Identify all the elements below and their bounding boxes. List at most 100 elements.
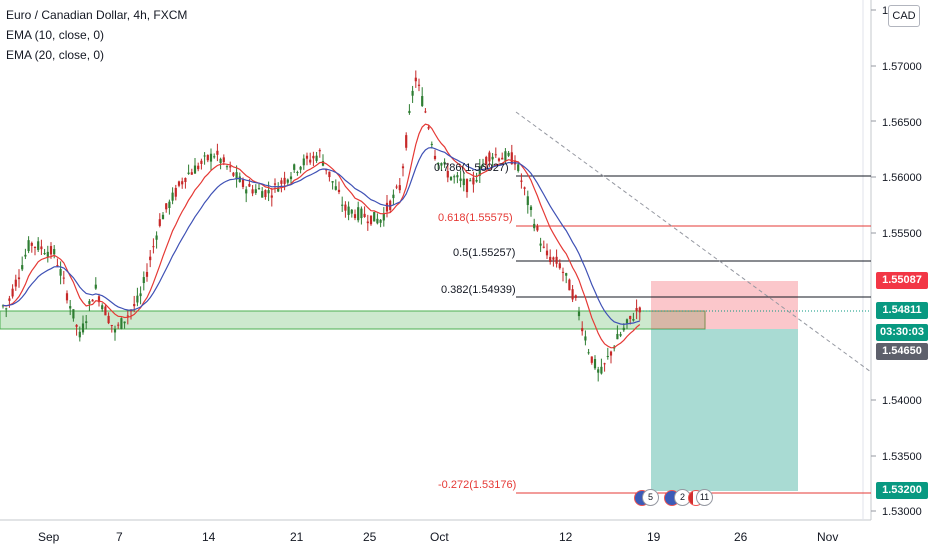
candle-body (97, 296, 101, 303)
candle-body (177, 181, 181, 186)
candle-body (78, 331, 81, 338)
candle-body (312, 155, 315, 159)
candle-body (248, 183, 251, 187)
candle-body (113, 328, 117, 333)
candle-body (273, 183, 277, 185)
candle-body (139, 293, 142, 297)
candle-body (414, 77, 417, 82)
candle-body (254, 189, 257, 193)
candle-body (433, 155, 437, 160)
candle-body (411, 90, 414, 96)
candle-body (622, 327, 625, 331)
date-label-19: 19 (647, 530, 661, 544)
ema10-legend[interactable]: EMA (10, close, 0) (6, 28, 105, 42)
fib-level-0786[interactable]: 0.786(1.56027) (434, 162, 509, 174)
candle-body (347, 206, 350, 215)
candle-body (277, 187, 280, 192)
candle-body (501, 157, 504, 160)
candle-body (219, 158, 222, 163)
candle-body (43, 252, 46, 255)
candle-body (261, 191, 264, 198)
candle-body (539, 243, 542, 246)
candle-body (520, 180, 523, 182)
candle-body (296, 172, 299, 174)
candle-body (11, 288, 14, 297)
price-label-5: 1.54000 (882, 395, 922, 407)
candle-body (75, 324, 78, 327)
candle-body (91, 299, 94, 302)
candle-body (421, 96, 424, 106)
candle-body (59, 269, 62, 276)
candle-body (373, 212, 376, 222)
candle-body (302, 158, 305, 166)
candle-body (286, 179, 289, 183)
candle-body (606, 356, 609, 358)
candle-body (37, 241, 40, 250)
candle-body (632, 318, 635, 321)
candle-body (53, 249, 56, 255)
candle-body (257, 188, 261, 190)
currency-button[interactable]: CAD (888, 5, 920, 27)
candle-body (472, 177, 475, 185)
candle-body (88, 301, 91, 304)
candle-body (309, 159, 312, 163)
candle-body (85, 321, 88, 324)
candle-body (107, 315, 110, 324)
symbol-title[interactable]: Euro / Canadian Dollar, 4h, FXCM (6, 8, 188, 22)
candle-body (478, 166, 481, 176)
support-zone (0, 310, 706, 330)
fib-level-0618[interactable]: 0.618(1.55575) (438, 212, 513, 224)
candle-body (174, 187, 177, 197)
candle-body (395, 186, 398, 188)
ema20-legend[interactable]: EMA (20, close, 0) (6, 48, 105, 62)
candle-body (469, 180, 472, 182)
candle-body (171, 192, 174, 201)
price-label-7: 1.53000 (882, 506, 922, 518)
fib-level-05[interactable]: 0.5(1.55257) (453, 247, 516, 259)
candle-body (360, 208, 363, 219)
candle-body (245, 189, 248, 194)
candle-body (203, 155, 206, 157)
candle-body (533, 223, 536, 229)
candle-body (536, 226, 539, 231)
candle-body (62, 277, 65, 279)
candle-body (14, 279, 17, 287)
candle-body (56, 265, 59, 267)
date-label-14: 14 (202, 530, 216, 544)
candle-body (510, 152, 513, 165)
candle-body (238, 176, 241, 183)
candle-body (379, 219, 382, 223)
candle-body (209, 153, 213, 162)
event-count-badge[interactable]: 5 (642, 489, 659, 506)
candle-body (165, 203, 168, 210)
candle-body (353, 214, 357, 219)
candle-body (507, 152, 510, 156)
candle-body (369, 215, 373, 225)
candle-body (494, 154, 497, 156)
candle-body (453, 176, 456, 178)
candle-body (392, 194, 395, 199)
candle-body (232, 172, 235, 176)
candle-body (216, 150, 219, 155)
event-count-badge[interactable]: 11 (696, 489, 713, 506)
price-label-6: 1.53500 (882, 451, 922, 463)
candle-body (264, 190, 267, 198)
candle-body (229, 166, 232, 168)
candle-body (561, 271, 565, 273)
fib-level-neg0272[interactable]: -0.272(1.53176) (438, 479, 517, 491)
fib-level-0382[interactable]: 0.382(1.54939) (441, 284, 516, 296)
candle-body (437, 163, 440, 165)
candle-body (405, 135, 408, 148)
candle-body (517, 164, 520, 171)
date-label-25: 25 (363, 530, 377, 544)
candle-body (315, 155, 318, 161)
candle-body (616, 333, 619, 340)
price-label-1: 1.57000 (882, 61, 922, 73)
candle-body (529, 206, 533, 210)
stop-price-tag: 1.55087 (876, 272, 928, 289)
candle-body (555, 256, 558, 264)
candle-body (629, 315, 632, 320)
candle-body (328, 171, 331, 178)
